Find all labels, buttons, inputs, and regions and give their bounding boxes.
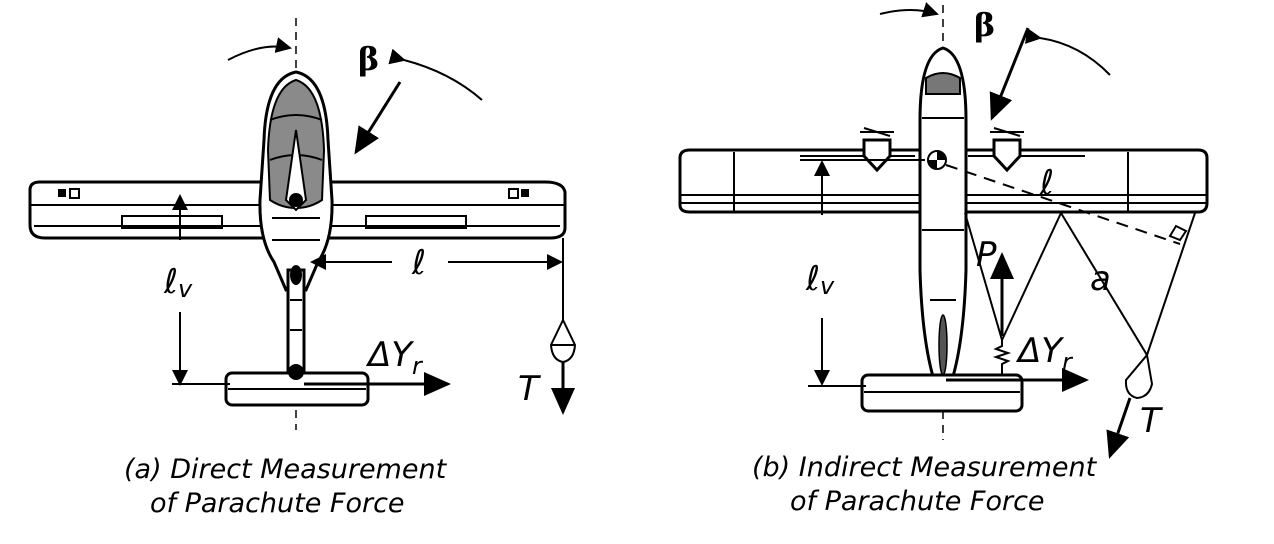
panel-a: β ℓv ℓ ΔYr T (a) Direct Measurement of P… <box>28 18 577 519</box>
engine-right-b <box>990 127 1024 173</box>
t-label-b: T <box>1140 401 1163 441</box>
lv-label-b: ℓv <box>805 259 835 300</box>
caption-b-line2: of Parachute Force <box>790 486 1045 517</box>
engine-left-b <box>860 127 894 173</box>
parachute-a <box>549 317 577 364</box>
l-label-b: ℓ <box>1039 163 1054 203</box>
caption-a-line2: of Parachute Force <box>150 488 405 519</box>
aileron-right-a <box>365 215 467 229</box>
panel-b: β ℓv ℓ P a ΔYr T (b) Indirect Measuremen… <box>678 2 1209 517</box>
a-label-b: a <box>1090 259 1111 299</box>
lv-label-a: ℓv <box>163 262 193 303</box>
spring-b <box>992 340 1012 375</box>
dy-label-a: ΔYr <box>365 335 424 380</box>
aileron-left-a <box>121 215 223 229</box>
p-label-b: P <box>976 235 997 275</box>
beta-label-a: β <box>358 40 379 78</box>
parachute-b <box>1124 352 1154 400</box>
caption-b-line1: (b) Indirect Measurement <box>752 452 1098 483</box>
beta-label-b: β <box>974 6 995 44</box>
caption-a-line1: (a) Direct Measurement <box>124 454 448 485</box>
dy-label-b: ΔYr <box>1015 331 1074 376</box>
t-label-a: T <box>518 369 541 409</box>
l-label-a: ℓ <box>411 243 426 283</box>
